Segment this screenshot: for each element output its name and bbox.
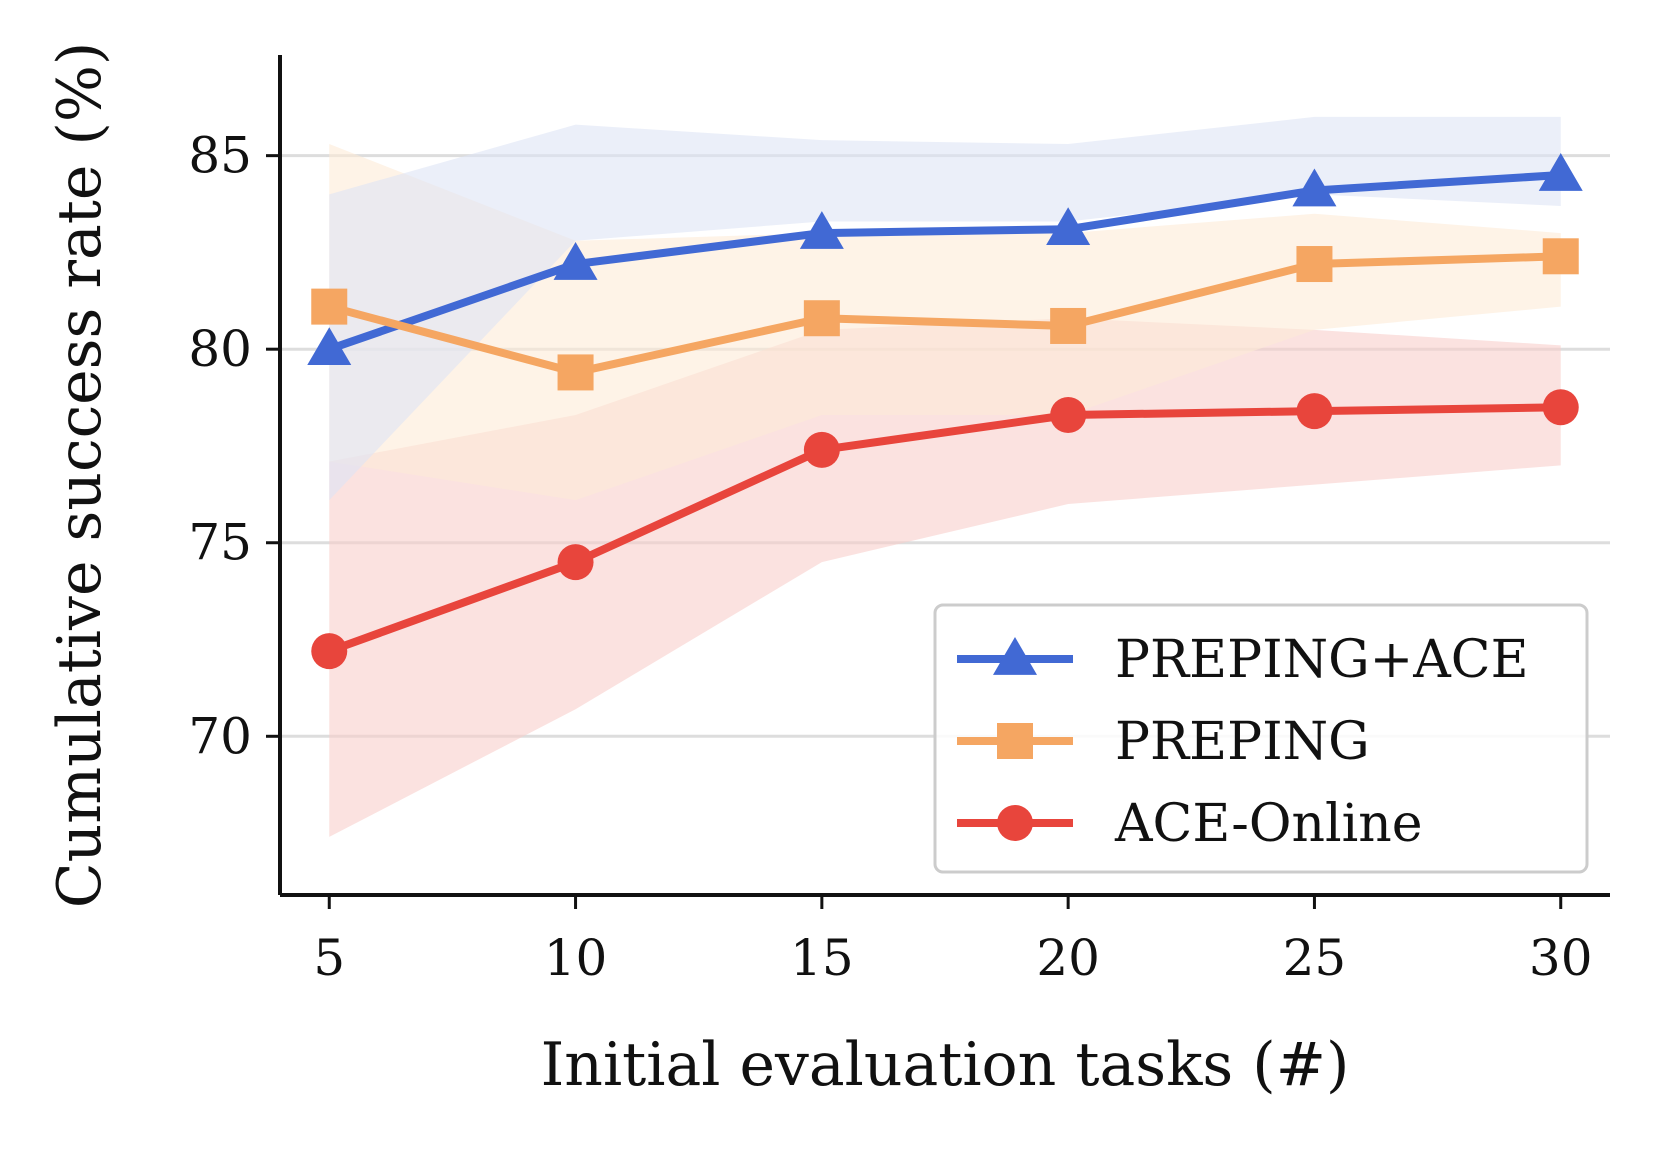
point-preping-ace xyxy=(799,211,844,249)
x-tick-label: 5 xyxy=(313,929,345,987)
point-ace-online xyxy=(557,544,594,581)
x-tick-label: 10 xyxy=(544,929,608,987)
legend-marker-preping-ace xyxy=(993,637,1037,675)
legend-frame xyxy=(933,603,1589,874)
point-ace-online xyxy=(1542,389,1579,426)
point-preping-ace xyxy=(553,242,598,280)
x-tick-label: 20 xyxy=(1036,929,1100,987)
series-markers xyxy=(307,153,1583,670)
line-preping-ace xyxy=(327,171,1561,353)
point-ace-online xyxy=(803,431,840,468)
point-preping xyxy=(311,288,348,325)
point-preping xyxy=(1050,307,1087,344)
y-axis-title: Cumulative success rate (%) xyxy=(45,42,115,909)
x-tick-label: 15 xyxy=(790,929,854,987)
legend-marker-preping xyxy=(997,723,1033,759)
point-ace-online xyxy=(1296,393,1333,430)
point-preping-ace xyxy=(1046,207,1091,246)
point-preping xyxy=(803,300,840,337)
legend-label-preping: PREPING xyxy=(1115,712,1370,772)
line-preping xyxy=(328,252,1561,377)
x-ticks: 5 10 15 20 25 30 xyxy=(313,895,1593,987)
x-axis-title: Initial evaluation tasks (#) xyxy=(541,1030,1350,1100)
legend-label-ace-online: ACE-Online xyxy=(1114,794,1422,854)
y-tick-label: 85 xyxy=(188,127,252,185)
point-preping xyxy=(1542,238,1579,275)
x-tick-label: 25 xyxy=(1283,929,1347,987)
y-tick-label: 80 xyxy=(188,320,252,378)
y-tick-label: 70 xyxy=(188,707,252,765)
series-lines xyxy=(327,171,1561,655)
legend-marker-ace-online xyxy=(997,805,1033,841)
point-preping-ace xyxy=(1538,153,1583,191)
y-ticks: 70 75 80 85 xyxy=(188,127,280,765)
legend: PREPING+ACE PREPING ACE-Online xyxy=(933,603,1589,874)
x-tick-label: 30 xyxy=(1529,929,1593,987)
point-preping xyxy=(1296,246,1333,283)
line-ace-online xyxy=(327,403,1561,655)
point-preping-ace xyxy=(307,327,352,366)
axes xyxy=(278,55,1610,897)
point-ace-online xyxy=(311,633,348,670)
point-preping xyxy=(557,354,594,391)
point-preping-ace xyxy=(1292,168,1337,207)
legend-label-preping-ace: PREPING+ACE xyxy=(1115,630,1529,690)
y-tick-label: 75 xyxy=(188,514,252,572)
point-ace-online xyxy=(1050,397,1087,433)
band-preping-ace xyxy=(329,116,1561,501)
